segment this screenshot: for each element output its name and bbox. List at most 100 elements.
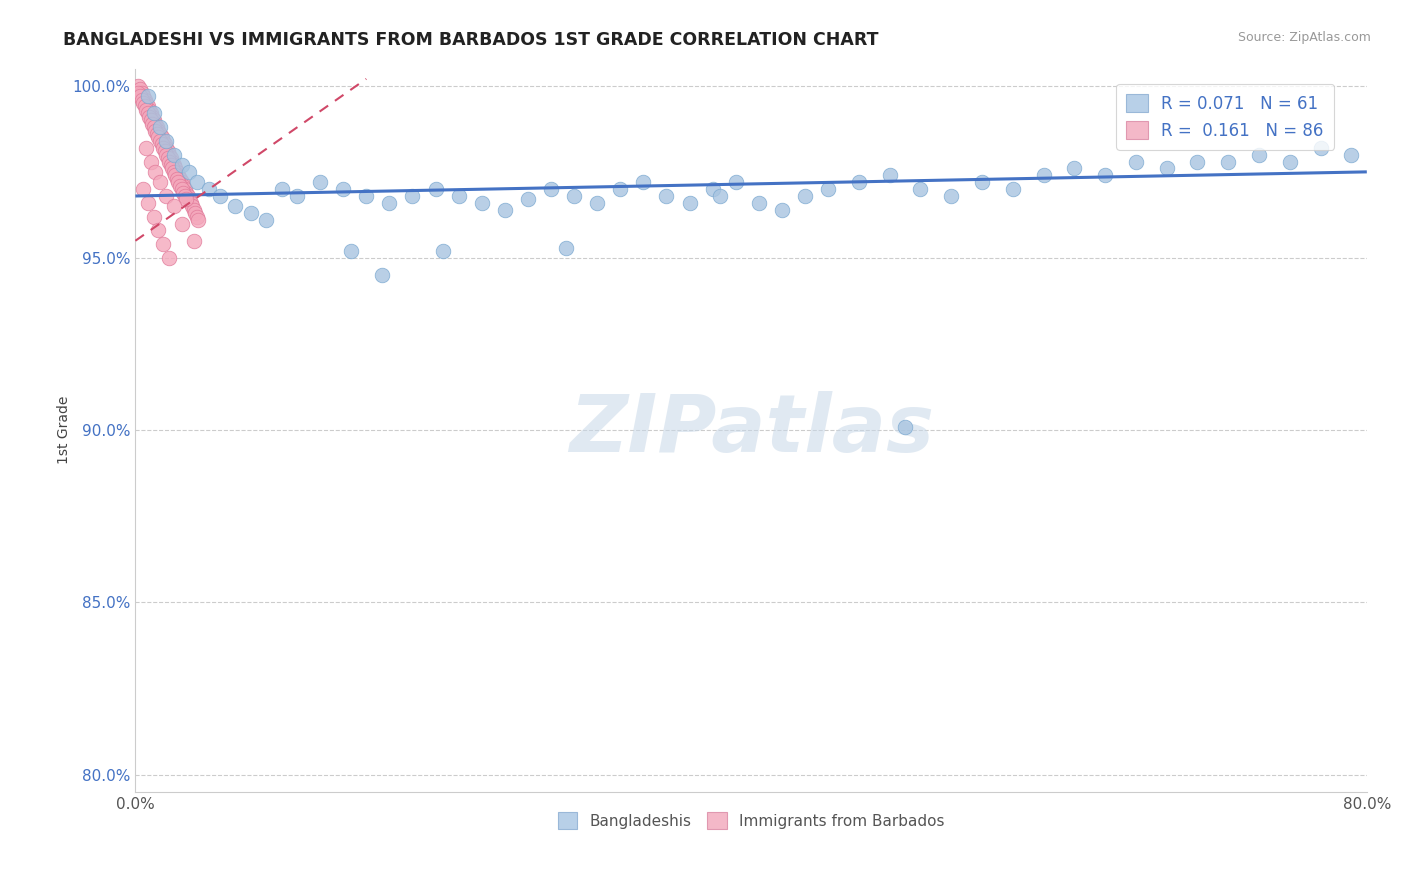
Point xyxy=(1032,169,1054,183)
Point xyxy=(169,171,191,186)
Point xyxy=(432,244,454,259)
Point xyxy=(609,182,631,196)
Point xyxy=(285,189,308,203)
Point xyxy=(167,169,190,183)
Point xyxy=(136,195,159,210)
Point xyxy=(157,147,180,161)
Point xyxy=(270,182,292,196)
Point xyxy=(129,82,152,96)
Point xyxy=(1094,169,1116,183)
Point xyxy=(134,93,156,107)
Point xyxy=(184,206,207,220)
Point xyxy=(378,195,401,210)
Point xyxy=(162,161,184,176)
Point xyxy=(159,158,181,172)
Point xyxy=(127,86,149,100)
Point xyxy=(166,171,188,186)
Point xyxy=(770,202,793,217)
Point xyxy=(401,189,423,203)
Point xyxy=(224,199,246,213)
Point xyxy=(131,93,153,107)
Point xyxy=(142,120,165,134)
Point xyxy=(655,189,678,203)
Point xyxy=(139,113,162,128)
Point xyxy=(332,182,354,196)
Point xyxy=(173,189,195,203)
Point xyxy=(146,127,169,141)
Point xyxy=(148,130,170,145)
Point xyxy=(142,210,165,224)
Point xyxy=(1187,154,1209,169)
Point xyxy=(163,165,186,179)
Point xyxy=(136,106,159,120)
Point xyxy=(163,147,186,161)
Point xyxy=(165,169,187,183)
Point xyxy=(586,195,609,210)
Point xyxy=(135,95,157,110)
Point xyxy=(340,244,363,259)
Point xyxy=(138,110,160,124)
Point xyxy=(186,210,208,224)
Point xyxy=(149,175,172,189)
Point xyxy=(1218,154,1240,169)
Point xyxy=(181,199,204,213)
Point xyxy=(169,178,191,193)
Point xyxy=(817,182,839,196)
Point xyxy=(152,134,174,148)
Point xyxy=(132,95,155,110)
Point xyxy=(152,237,174,252)
Text: BANGLADESHI VS IMMIGRANTS FROM BARBADOS 1ST GRADE CORRELATION CHART: BANGLADESHI VS IMMIGRANTS FROM BARBADOS … xyxy=(63,31,879,49)
Point xyxy=(149,120,172,134)
Point xyxy=(179,193,201,207)
Point xyxy=(141,117,163,131)
Point xyxy=(1247,147,1270,161)
Point xyxy=(370,268,392,283)
Point xyxy=(198,182,221,196)
Point xyxy=(157,251,180,265)
Text: ZIPatlas: ZIPatlas xyxy=(568,392,934,469)
Point xyxy=(254,213,277,227)
Point xyxy=(208,189,231,203)
Point xyxy=(186,175,208,189)
Point xyxy=(139,154,162,169)
Point xyxy=(748,195,770,210)
Point xyxy=(183,202,205,217)
Point xyxy=(145,117,167,131)
Point xyxy=(170,182,193,196)
Point xyxy=(174,186,197,200)
Point xyxy=(447,189,470,203)
Point xyxy=(152,141,174,155)
Point xyxy=(724,175,747,189)
Point xyxy=(163,158,186,172)
Point xyxy=(167,175,190,189)
Point xyxy=(702,182,724,196)
Point xyxy=(1278,154,1301,169)
Point xyxy=(970,175,993,189)
Point xyxy=(145,165,167,179)
Point xyxy=(156,145,179,159)
Point xyxy=(1063,161,1085,176)
Point xyxy=(1156,161,1178,176)
Point xyxy=(141,110,163,124)
Point xyxy=(165,161,187,176)
Point xyxy=(148,223,170,237)
Point xyxy=(163,199,186,213)
Point xyxy=(150,137,173,152)
Point xyxy=(131,86,153,100)
Point xyxy=(187,213,209,227)
Point xyxy=(149,134,172,148)
Y-axis label: 1st Grade: 1st Grade xyxy=(58,396,72,465)
Point xyxy=(153,137,176,152)
Point xyxy=(309,175,332,189)
Point xyxy=(239,206,262,220)
Point xyxy=(172,186,194,200)
Point xyxy=(159,151,181,165)
Point xyxy=(150,130,173,145)
Point xyxy=(155,141,177,155)
Point xyxy=(135,103,157,117)
Point xyxy=(1125,154,1147,169)
Point xyxy=(180,195,202,210)
Point xyxy=(149,127,172,141)
Point xyxy=(146,120,169,134)
Point xyxy=(153,145,176,159)
